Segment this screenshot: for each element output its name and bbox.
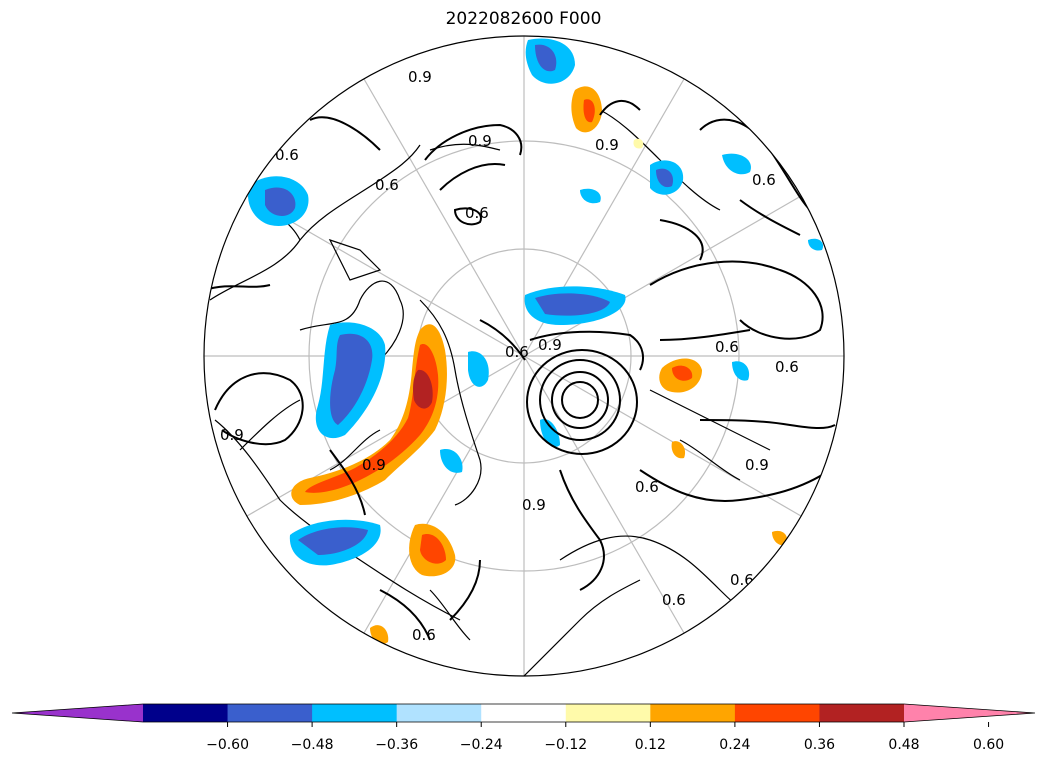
contour-label: 0.6 <box>662 591 686 609</box>
contour-label: 0.9 <box>468 132 492 150</box>
contour-label: 0.6 <box>775 358 799 376</box>
colorbar-tick-label: −0.48 <box>291 737 334 753</box>
anomaly-negative-7 <box>722 153 751 175</box>
map-title: 2022082600 F000 <box>445 9 602 29</box>
contour-labels: 0.9 0.9 0.6 0.6 0.6 0.6 0.9 0.9 0.6 0.9 … <box>220 68 799 644</box>
colorbar-segment <box>143 704 229 722</box>
anomaly-positive-2-core <box>583 99 595 123</box>
colorbar-tick-label: −0.60 <box>206 737 249 753</box>
anomaly-positive-3-core <box>420 534 446 564</box>
contour-label: 0.6 <box>752 171 776 189</box>
anomaly-fields <box>248 38 824 645</box>
contour-label: 0.6 <box>505 343 529 361</box>
map-disc: 0.9 0.9 0.6 0.6 0.6 0.6 0.9 0.9 0.6 0.9 … <box>204 36 844 676</box>
colorbar-outline <box>11 703 1036 723</box>
contour-label: 0.9 <box>745 456 769 474</box>
anomaly-negative-7g <box>808 238 824 251</box>
colorbar-segment <box>481 704 567 722</box>
anomaly-negative-7c <box>540 419 560 448</box>
anomaly-positive-6 <box>671 441 686 459</box>
contour-label: 0.9 <box>522 496 546 514</box>
contour-label: 0.9 <box>362 456 386 474</box>
colorbar-tick-label: 0.12 <box>635 737 666 753</box>
contour-label: 0.9 <box>220 426 244 444</box>
contour-label: 0.9 <box>408 68 432 86</box>
contour-label: 0.6 <box>412 626 436 644</box>
colorbar-segment <box>565 704 651 722</box>
contour-label: 0.9 <box>595 136 619 154</box>
anomaly-negative-4-core <box>298 527 368 555</box>
anomaly-negative-5-core <box>535 44 557 72</box>
contour-label: 0.6 <box>375 176 399 194</box>
colorbar-tick-label: −0.12 <box>544 737 587 753</box>
colorbar-tick-label: −0.36 <box>375 737 418 753</box>
colorbar-extend-min <box>12 704 143 722</box>
anomaly-positive-8 <box>633 138 644 149</box>
contour-label: 0.6 <box>715 338 739 356</box>
colorbar-tick-label: 0.48 <box>888 737 919 753</box>
anomaly-negative-7f <box>580 188 601 204</box>
colorbar-tick-label: 0.24 <box>719 737 750 753</box>
colorbar-tick-label: 0.60 <box>973 737 1004 753</box>
contour-label: 0.9 <box>538 336 562 354</box>
colorbar-segment <box>734 704 820 722</box>
contour-label: 0.6 <box>465 204 489 222</box>
colorbar-segment <box>312 704 398 722</box>
colorbar-tick-label: 0.36 <box>804 737 835 753</box>
anomaly-negative-7e <box>732 361 750 381</box>
colorbar: −0.60 −0.48 −0.36 −0.24 −0.12 0.12 0.24 0.36 0.4… <box>11 703 1036 753</box>
anomaly-negative-1-core <box>265 187 296 216</box>
colorbar-segment <box>227 704 313 722</box>
colorbar-extend-max <box>904 704 1035 722</box>
graticule <box>204 36 844 676</box>
map-boundary <box>203 35 845 677</box>
anomaly-negative-6-core <box>656 168 674 188</box>
anomaly-positive-7 <box>772 530 788 546</box>
colorbar-segment <box>819 704 905 722</box>
anomaly-negative-7d <box>440 449 463 473</box>
anomaly-positive-1-mid <box>305 344 439 493</box>
colorbar-tick-label: −0.24 <box>460 737 503 753</box>
anomaly-positive-1-core <box>413 369 433 409</box>
colorbar-segment <box>396 704 482 722</box>
anomaly-negative-3-core <box>330 333 373 425</box>
anomaly-positive-4-core <box>672 365 693 381</box>
contour-label: 0.6 <box>730 571 754 589</box>
colorbar-segment <box>650 704 736 722</box>
contour-label: 0.6 <box>275 146 299 164</box>
anomaly-negative-7b <box>468 351 489 387</box>
contour-label: 0.6 <box>635 478 659 496</box>
anomaly-negative-2-core <box>535 293 610 316</box>
